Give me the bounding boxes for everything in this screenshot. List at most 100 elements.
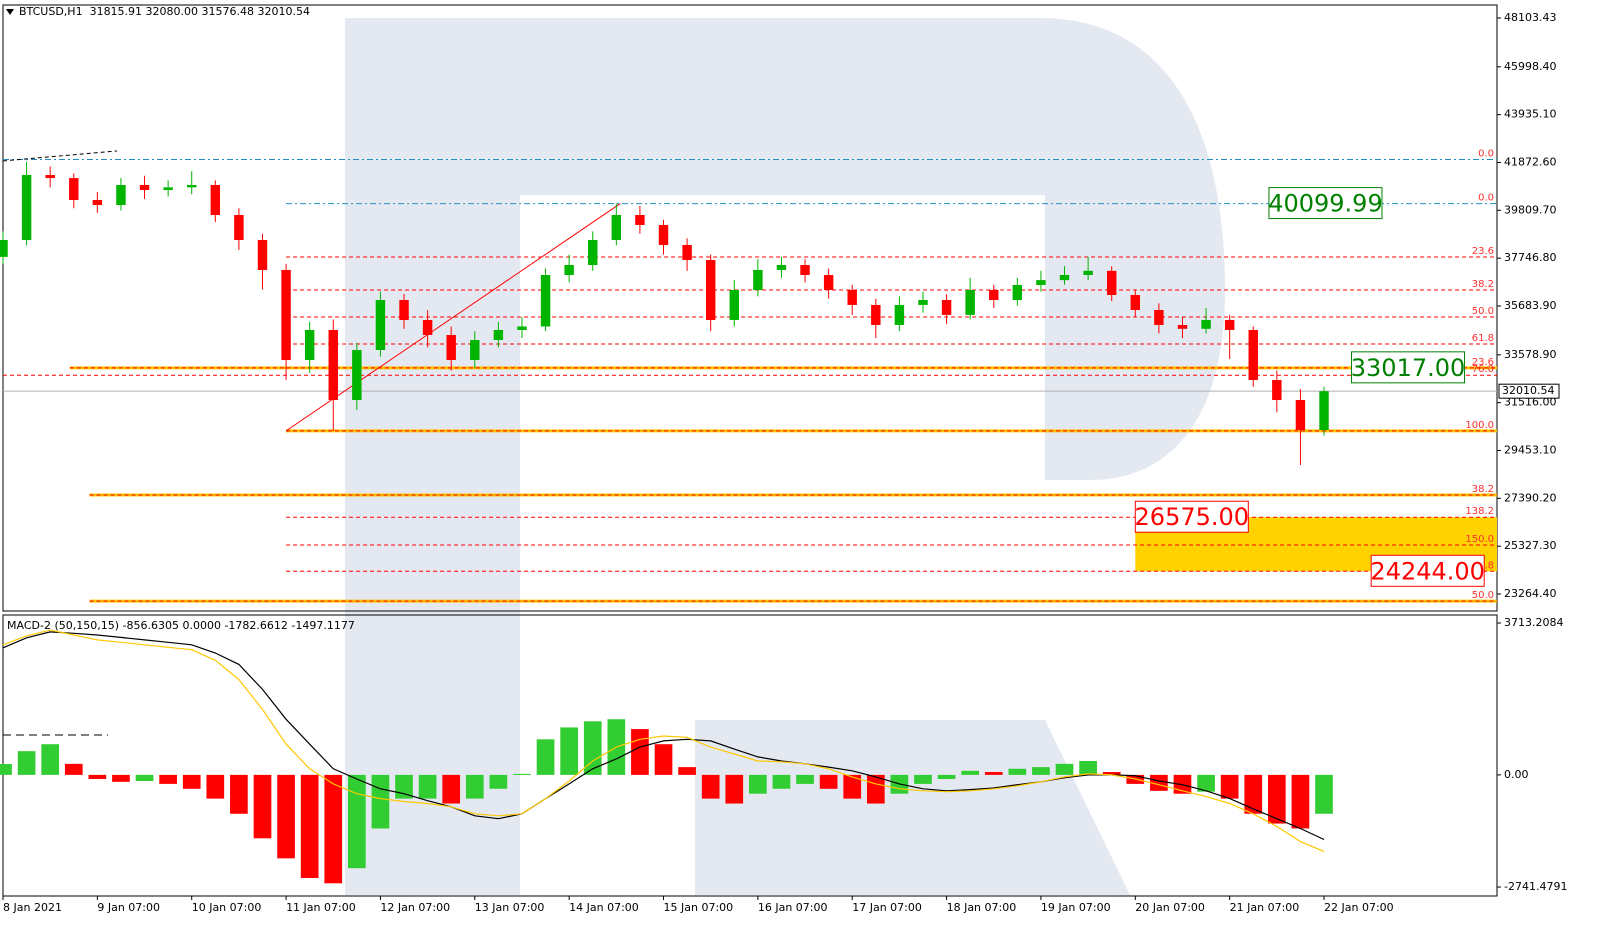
fib-level-label: 38.2 — [1472, 279, 1494, 290]
candle-body — [139, 184, 150, 190]
candle-body — [1272, 379, 1282, 400]
macd-histogram-bar — [843, 774, 862, 799]
y-tick-label: 3713.2084 — [1504, 616, 1564, 629]
macd-histogram-bar — [583, 721, 602, 775]
candle-body — [234, 214, 244, 240]
macd-histogram-bar — [418, 774, 437, 799]
fib-level-label: 0.0 — [1478, 149, 1494, 160]
macd-histogram-bar — [347, 774, 366, 869]
price-box-label: 26575.00 — [1135, 503, 1250, 531]
macd-histogram-bar — [772, 774, 791, 789]
macd-histogram-bar — [135, 774, 154, 782]
macd-histogram-bar — [914, 774, 932, 784]
macd-histogram-bar — [206, 774, 225, 799]
candle-body — [116, 184, 126, 205]
candle-body — [422, 319, 433, 335]
candle-body — [588, 239, 598, 265]
candle-body — [446, 334, 456, 360]
macd-histogram-bar — [88, 774, 107, 779]
x-tick-label: 14 Jan 07:00 — [569, 901, 639, 914]
candle-body — [682, 244, 692, 260]
macd-histogram-bar — [937, 774, 956, 779]
macd-histogram-bar — [159, 774, 177, 784]
menu-arrow[interactable] — [6, 9, 14, 15]
x-tick-label: 22 Jan 07:00 — [1324, 901, 1394, 914]
fib-level-label: 150.0 — [1465, 534, 1494, 545]
y-tick-label: 35683.90 — [1504, 299, 1557, 312]
plot-layer: 48103.43 45998.40 43935.10 41872.60 39809.70… — [0, 11, 1567, 914]
candle-body — [705, 259, 716, 320]
x-tick-label: 15 Jan 07:00 — [664, 901, 734, 914]
macd-histogram-bar — [1220, 774, 1239, 799]
macd-histogram-bar — [1291, 774, 1310, 829]
y-tick-label: 31516.00 — [1504, 396, 1557, 409]
y-tick-label: 33578.90 — [1504, 348, 1557, 361]
macd-panel-frame — [2, 614, 1498, 897]
candle-body — [163, 187, 173, 190]
y-tick-label: 29453.10 — [1504, 443, 1557, 456]
candle-body — [871, 304, 881, 325]
macd-histogram-bar — [1197, 774, 1215, 792]
y-tick-label: -2741.4791 — [1504, 880, 1567, 893]
y-tick-label: 27390.20 — [1504, 491, 1557, 504]
macd-histogram-bar — [182, 774, 201, 789]
trend-line — [285, 203, 621, 432]
candle-body — [517, 326, 527, 330]
candle-body — [989, 289, 999, 300]
macd-histogram-bar — [465, 774, 484, 799]
candle-body — [1201, 319, 1211, 329]
y-tick-label: 23264.40 — [1504, 587, 1557, 600]
candle-body — [847, 289, 857, 305]
price-title: BTCUSD,H1 31815.91 32080.00 31576.48 320… — [19, 5, 310, 18]
macd-histogram-bar — [324, 774, 343, 884]
candle-body — [611, 214, 622, 240]
candle-body — [941, 299, 952, 315]
x-tick-label: 19 Jan 07:00 — [1041, 901, 1111, 914]
macd-histogram-bar — [1102, 772, 1121, 775]
macd-histogram-bar — [961, 770, 980, 775]
fib-level-label: 50.0 — [1472, 590, 1494, 601]
x-tick-label: 16 Jan 07:00 — [758, 901, 828, 914]
candle-body — [729, 289, 739, 320]
candle-body — [564, 264, 574, 275]
macd-histogram-bar — [819, 774, 838, 789]
candle-body — [352, 349, 362, 400]
candle-body — [1083, 270, 1093, 275]
candle-body — [399, 299, 409, 320]
candle-body — [1224, 319, 1235, 330]
fib-level-label: 38.2 — [1472, 484, 1494, 495]
candle-body — [186, 184, 197, 188]
macd-histogram-bar — [442, 774, 461, 804]
macd-histogram-bar — [654, 744, 673, 775]
candle-body — [776, 264, 787, 270]
price-box — [1351, 351, 1466, 384]
price-box — [1370, 554, 1485, 587]
fib-level-label: 50.0 — [1472, 306, 1494, 317]
candle-body — [1059, 274, 1070, 281]
macd-histogram-bar — [1032, 767, 1050, 775]
candle-body — [1248, 329, 1258, 380]
candle-body — [1154, 309, 1164, 325]
x-tick-label: 21 Jan 07:00 — [1230, 901, 1300, 914]
macd-histogram-bar — [1244, 774, 1263, 814]
fib-level-label: 138.2 — [1465, 506, 1494, 517]
price-panel-frame — [2, 4, 1498, 612]
current-price-label: 32010.54 — [1502, 384, 1555, 397]
macd-histogram-bar — [17, 751, 36, 775]
y-tick-label: 43935.10 — [1504, 108, 1557, 121]
x-tick-label: 9 Jan 07:00 — [97, 901, 160, 914]
watermark-logo — [345, 18, 1225, 895]
candle-body — [965, 289, 975, 315]
x-tick-label: 8 Jan 2021 — [3, 901, 62, 914]
candle-body — [304, 329, 315, 360]
fib-level-label: 23.6 — [1472, 246, 1494, 257]
fib-level-label: 76.0 — [1472, 364, 1494, 375]
candle-body — [328, 329, 338, 400]
fib-level-label: 100.0 — [1465, 420, 1494, 431]
candle-body — [257, 239, 268, 270]
candle-body — [493, 329, 504, 340]
current-price-box — [1498, 383, 1560, 399]
candle-body — [1295, 399, 1306, 430]
candle-body — [753, 269, 763, 290]
